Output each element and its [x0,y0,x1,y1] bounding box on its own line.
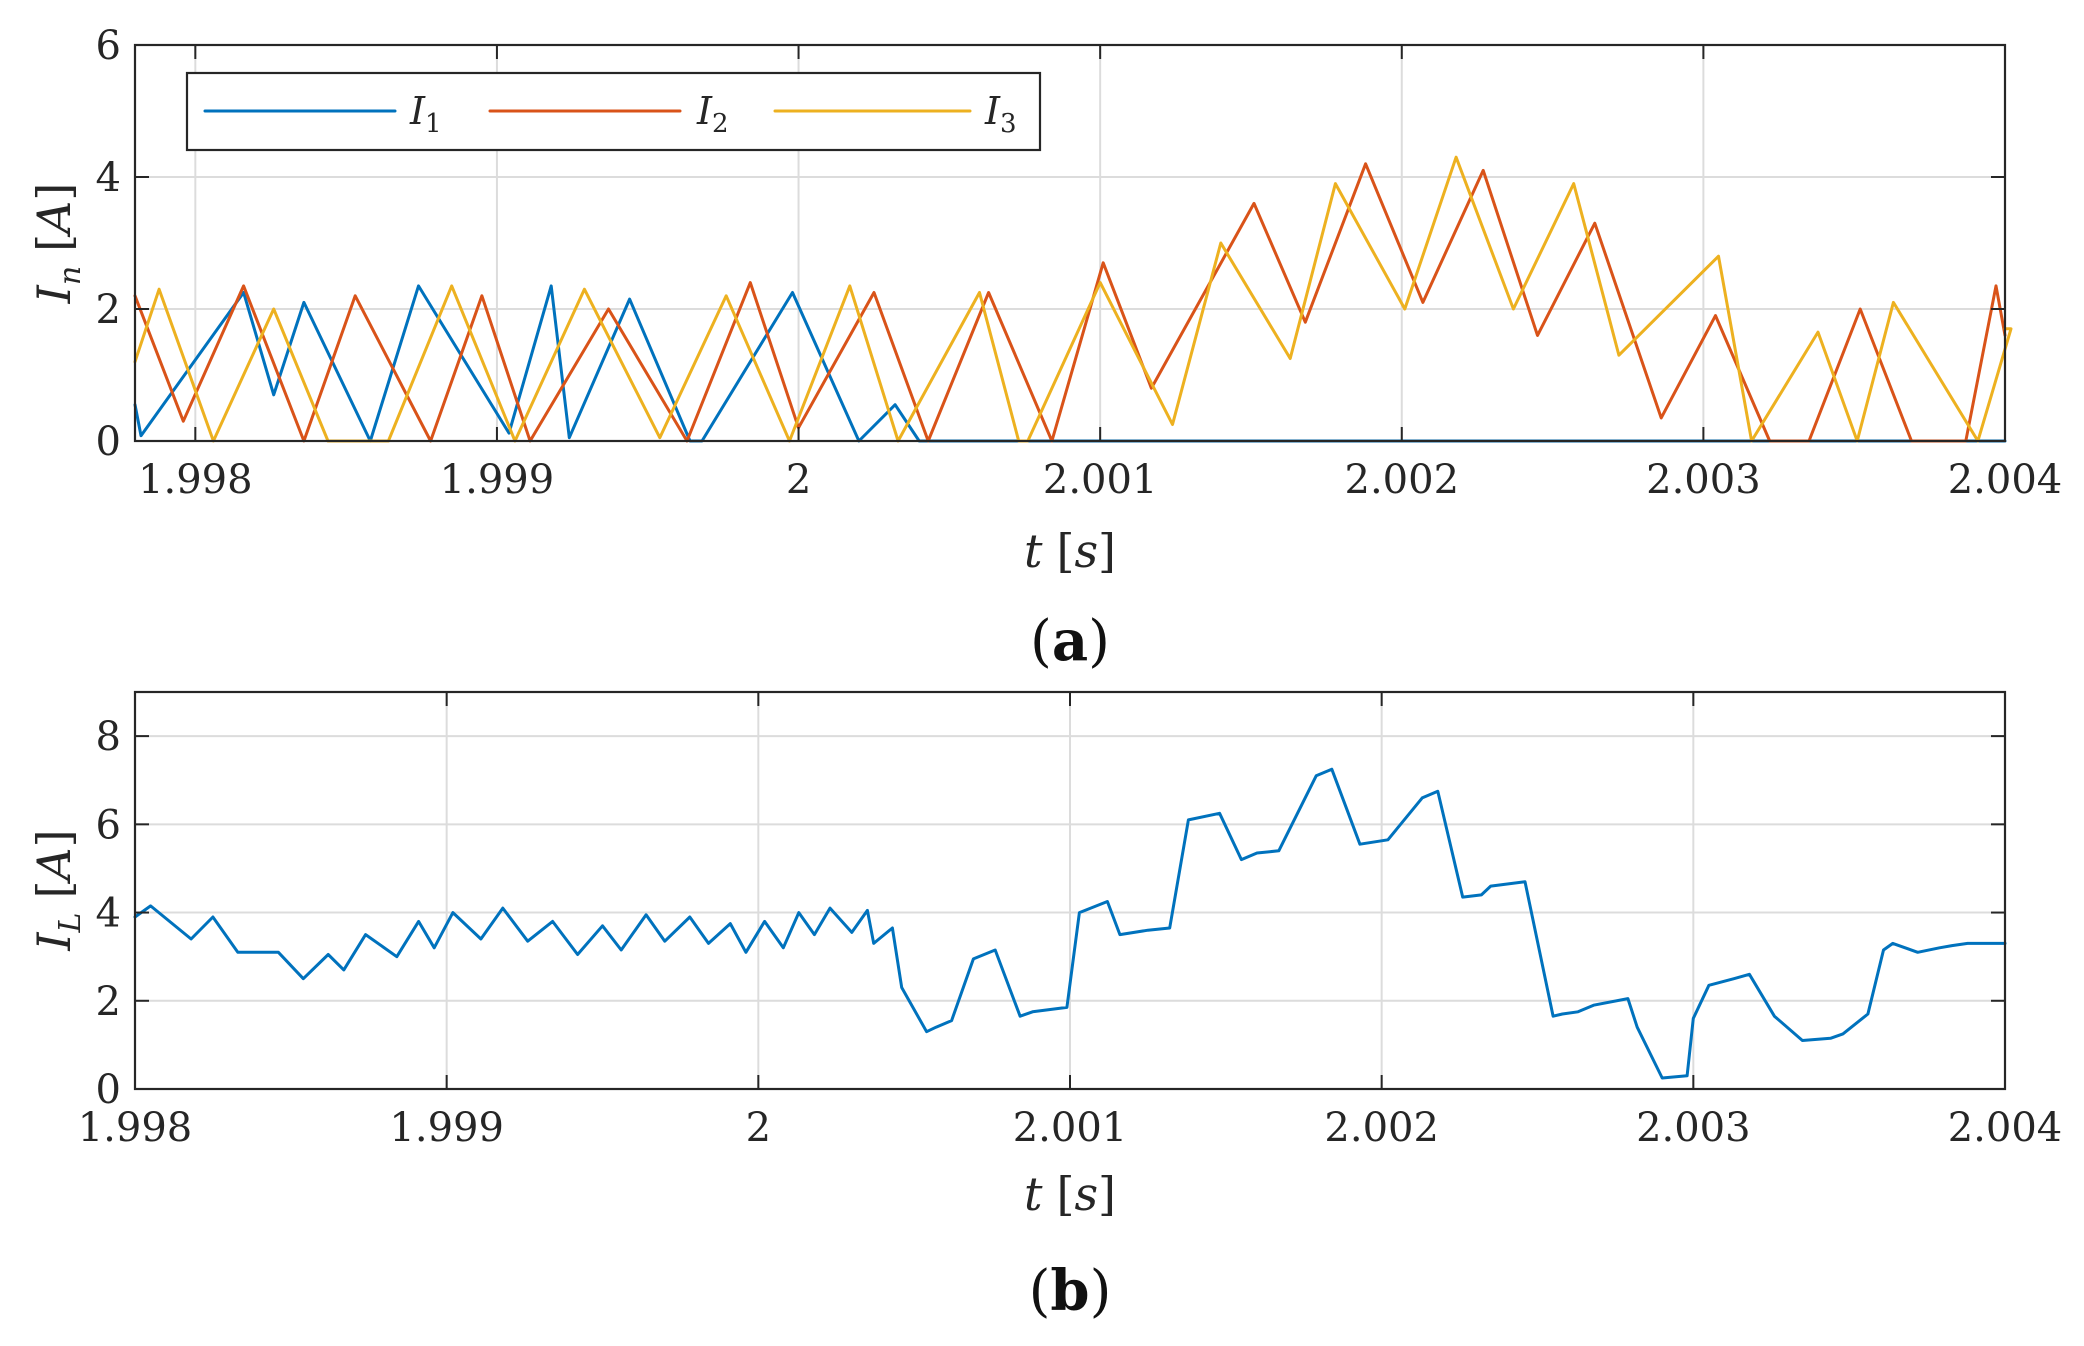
chart-b-xtick-label: 2.003 [1636,1105,1751,1151]
chart-a-legend: I1 I2 I3 [185,71,1042,152]
panel-label-b: (b) [1029,1258,1112,1324]
chart-a-xlabel: t [s] [1024,524,1116,578]
chart-a-ytick-label: 6 [96,23,121,69]
chart-a-axes-frame [133,43,2007,443]
chart-b-xtick-label: 1.998 [78,1105,193,1151]
chart-a-ytick-label: 0 [96,419,121,465]
chart-b: 1.998 1.999 2 2.001 2.002 2.003 2.004 0 2 4 6 8 IL[… [27,690,2063,1324]
chart-b-series-group [133,767,2007,1080]
legend-label-i1: I1 [409,89,442,139]
legend-label-i3: I3 [984,89,1017,139]
chart-b-ytick-label: 0 [96,1067,121,1113]
chart-b-ylabel: IL[A] [27,829,88,951]
chart-b-xlabel: t [s] [1024,1167,1116,1221]
chart-a-ylabel: In[A] [27,183,88,305]
chart-a-xtick-label: 2.001 [1043,457,1158,503]
chart-b-ytick-label: 4 [96,891,121,937]
legend-label-i2: I2 [696,89,729,139]
series-line-b-il [133,767,2007,1080]
chart-a-ytick-label: 2 [96,287,121,333]
series-line-a-i3 [133,155,2013,443]
chart-b-ticks: 1.998 1.999 2 2.001 2.002 2.003 2.004 0 2 4 6 8 [78,692,2063,1151]
chart-a-ticks: 1.998 1.999 2 2.001 2.002 2.003 2.004 0 2 4 6 [96,23,2063,503]
chart-a-xtick-label: 1.999 [440,457,555,503]
chart-b-xtick-label: 2.004 [1948,1105,2063,1151]
chart-b-xtick-label: 2 [746,1105,771,1151]
chart-a-xtick-label: 2.003 [1646,457,1761,503]
chart-b-ytick-label: 8 [96,714,121,760]
chart-b-grid [135,692,2005,1089]
chart-a-ytick-label: 4 [96,155,121,201]
chart-a-xtick-label: 1.998 [138,457,253,503]
chart-a-xtick-label: 2 [786,457,811,503]
chart-b-ytick-label: 2 [96,979,121,1025]
chart-b-xtick-label: 1.999 [389,1105,504,1151]
chart-b-ytick-label: 6 [96,802,121,848]
chart-a-xtick-label: 2.002 [1345,457,1460,503]
panel-label-a: (a) [1030,608,1110,674]
chart-a: 1.998 1.999 2 2.001 2.002 2.003 2.004 0 2 4 6 I1 I… [27,23,2062,674]
chart-a-series-group [133,155,2013,443]
chart-b-xtick-label: 2.002 [1324,1105,1439,1151]
chart-b-xtick-label: 2.001 [1013,1105,1128,1151]
series-line-a-i2 [133,162,2007,443]
chart-a-xtick-label: 2.004 [1948,457,2063,503]
